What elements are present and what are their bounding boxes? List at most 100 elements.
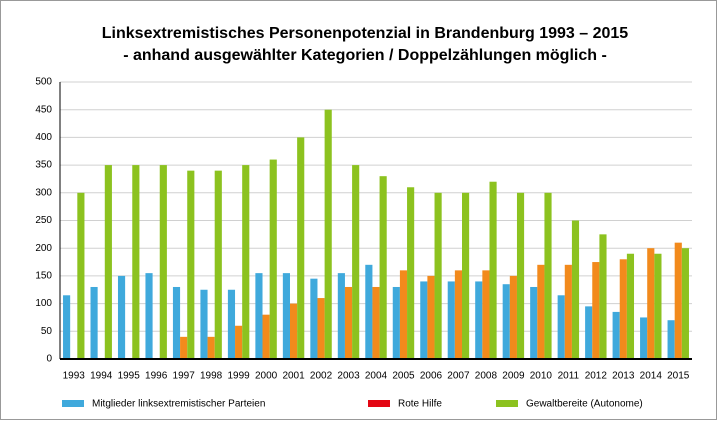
x-tick-label: 2008: [475, 371, 498, 382]
bar: [475, 281, 483, 359]
bar: [297, 137, 305, 359]
bar: [654, 253, 662, 359]
bar: [599, 234, 607, 359]
x-tick-label: 2015: [667, 371, 690, 382]
bar: [317, 298, 325, 359]
bar: [235, 325, 243, 359]
y-tick-label: 400: [35, 132, 52, 143]
bar: [132, 165, 140, 359]
bar: [462, 192, 470, 359]
bar: [626, 253, 635, 359]
x-tick-label: 2002: [310, 371, 333, 382]
x-tick-label: 1999: [227, 371, 250, 382]
bar: [647, 248, 655, 359]
x-tick-label: 2005: [392, 371, 415, 382]
bar: [310, 278, 318, 359]
x-tick-label: 2014: [640, 371, 663, 382]
y-tick-label: 50: [41, 326, 53, 337]
legend-swatch: [496, 400, 518, 407]
x-tick-label: 1994: [90, 371, 113, 382]
y-tick-label: 150: [35, 271, 52, 282]
x-tick-label: 2000: [255, 371, 278, 382]
x-tick-label: 1995: [118, 371, 141, 382]
x-tick-label: 2004: [365, 371, 388, 382]
x-tick-label: 2006: [420, 371, 443, 382]
bar: [344, 286, 353, 359]
bar: [557, 295, 565, 359]
bar: [434, 192, 442, 359]
bar: [282, 273, 290, 359]
chart-title: Linksextremistisches Personenpotenzial i…: [102, 25, 629, 42]
bar: [516, 192, 525, 359]
bar: [90, 286, 98, 359]
bar: [681, 248, 689, 359]
bar: [77, 192, 85, 359]
bar: [289, 303, 298, 359]
bar: [352, 165, 360, 359]
bar: [63, 295, 71, 359]
bar: [337, 273, 345, 359]
bar: [104, 165, 112, 359]
bar: [372, 286, 380, 359]
x-tick-label: 2009: [502, 371, 525, 382]
bar: [200, 289, 208, 359]
bar: [262, 314, 270, 359]
bar: [420, 281, 428, 359]
x-tick-label: 1996: [145, 371, 168, 382]
bar: [619, 259, 627, 359]
bar: [324, 109, 332, 359]
bar: [207, 336, 215, 359]
bar: [379, 176, 387, 359]
x-tick-label: 2011: [558, 371, 580, 382]
x-tick-label: 1993: [63, 371, 86, 382]
bar: [537, 264, 545, 359]
y-tick-label: 300: [35, 187, 52, 198]
bar: [544, 192, 552, 359]
bar: [571, 220, 580, 359]
y-tick-label: 450: [35, 104, 52, 115]
legend-label: Mitglieder linksextremistischer Parteien: [92, 399, 265, 410]
legend-swatch: [368, 400, 390, 407]
bar: [509, 275, 517, 359]
bar: [392, 286, 400, 359]
bar: [667, 320, 675, 359]
x-tick-label: 1998: [200, 371, 223, 382]
bar: [227, 289, 236, 359]
y-tick-label: 0: [46, 354, 52, 365]
x-tick-label: 2012: [585, 371, 608, 382]
bar: [399, 270, 408, 359]
bar: [242, 165, 250, 359]
bar: [180, 336, 188, 359]
bar: [612, 311, 620, 359]
legend-label: Gewaltbereite (Autonome): [526, 399, 643, 410]
x-tick-label: 2007: [447, 371, 470, 382]
x-tick-label: 2010: [530, 371, 553, 382]
bar: [530, 286, 538, 359]
bar: [407, 187, 415, 359]
bar: [145, 273, 153, 359]
bar: [482, 270, 490, 359]
legend-label: Rote Hilfe: [398, 399, 442, 410]
bar: [427, 275, 435, 359]
y-tick-label: 250: [35, 215, 52, 226]
bar: [592, 262, 600, 359]
bar: [674, 242, 682, 359]
bar: [117, 275, 126, 359]
bar: [454, 270, 463, 359]
bar: [447, 281, 455, 359]
bar: [585, 306, 593, 359]
bar: [172, 286, 181, 359]
bar: [187, 170, 195, 359]
x-tick-label: 2013: [612, 371, 635, 382]
bar: [365, 264, 373, 359]
bar: [564, 264, 572, 359]
x-tick-label: 2003: [337, 371, 360, 382]
y-tick-label: 200: [35, 243, 52, 254]
bar: [269, 159, 277, 359]
bar: [255, 273, 263, 359]
y-tick-label: 350: [35, 160, 52, 171]
bar: [489, 181, 497, 359]
y-tick-label: 500: [35, 77, 52, 88]
legend-swatch: [62, 400, 84, 407]
